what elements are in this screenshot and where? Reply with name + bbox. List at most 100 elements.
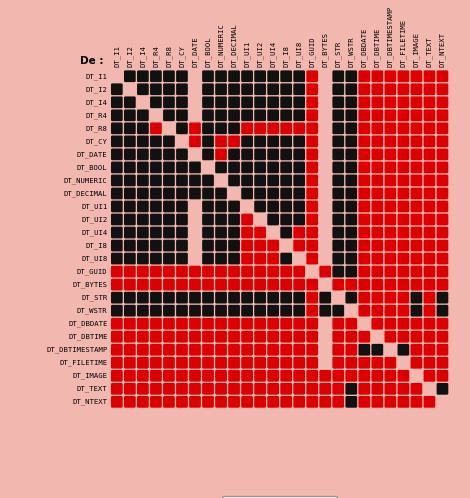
FancyBboxPatch shape <box>398 240 409 251</box>
FancyBboxPatch shape <box>228 175 240 186</box>
FancyBboxPatch shape <box>384 97 396 108</box>
FancyBboxPatch shape <box>150 240 162 251</box>
FancyBboxPatch shape <box>306 292 318 303</box>
FancyBboxPatch shape <box>137 214 149 226</box>
FancyBboxPatch shape <box>384 370 396 381</box>
FancyBboxPatch shape <box>280 292 292 303</box>
FancyBboxPatch shape <box>150 396 162 408</box>
FancyBboxPatch shape <box>176 97 188 108</box>
FancyBboxPatch shape <box>124 123 136 134</box>
FancyBboxPatch shape <box>423 148 435 160</box>
FancyBboxPatch shape <box>254 266 266 277</box>
FancyBboxPatch shape <box>176 240 188 251</box>
FancyBboxPatch shape <box>423 161 435 173</box>
FancyBboxPatch shape <box>437 227 448 239</box>
FancyBboxPatch shape <box>163 148 175 160</box>
FancyBboxPatch shape <box>371 70 383 82</box>
FancyBboxPatch shape <box>384 240 396 251</box>
FancyBboxPatch shape <box>293 97 305 108</box>
FancyBboxPatch shape <box>202 227 214 239</box>
FancyBboxPatch shape <box>423 214 435 226</box>
FancyBboxPatch shape <box>437 331 448 343</box>
FancyBboxPatch shape <box>332 279 344 290</box>
FancyBboxPatch shape <box>215 201 227 212</box>
FancyBboxPatch shape <box>241 279 253 290</box>
FancyBboxPatch shape <box>163 240 175 251</box>
FancyBboxPatch shape <box>241 318 253 330</box>
FancyBboxPatch shape <box>359 97 370 108</box>
FancyBboxPatch shape <box>137 175 149 186</box>
FancyBboxPatch shape <box>398 344 409 356</box>
FancyBboxPatch shape <box>241 240 253 251</box>
FancyBboxPatch shape <box>306 252 318 264</box>
FancyBboxPatch shape <box>411 110 422 121</box>
FancyBboxPatch shape <box>306 135 318 147</box>
FancyBboxPatch shape <box>437 201 448 212</box>
FancyBboxPatch shape <box>398 97 409 108</box>
FancyBboxPatch shape <box>371 279 383 290</box>
FancyBboxPatch shape <box>137 305 149 317</box>
FancyBboxPatch shape <box>267 83 279 95</box>
FancyBboxPatch shape <box>137 292 149 303</box>
FancyBboxPatch shape <box>437 135 448 147</box>
FancyBboxPatch shape <box>384 110 396 121</box>
FancyBboxPatch shape <box>306 188 318 199</box>
FancyBboxPatch shape <box>293 344 305 356</box>
FancyBboxPatch shape <box>345 370 357 381</box>
FancyBboxPatch shape <box>254 110 266 121</box>
FancyBboxPatch shape <box>384 175 396 186</box>
FancyBboxPatch shape <box>345 70 357 82</box>
FancyBboxPatch shape <box>202 110 214 121</box>
FancyBboxPatch shape <box>423 227 435 239</box>
FancyBboxPatch shape <box>371 97 383 108</box>
FancyBboxPatch shape <box>398 70 409 82</box>
FancyBboxPatch shape <box>280 201 292 212</box>
FancyBboxPatch shape <box>124 305 136 317</box>
FancyBboxPatch shape <box>411 357 422 369</box>
FancyBboxPatch shape <box>384 252 396 264</box>
FancyBboxPatch shape <box>398 279 409 290</box>
FancyBboxPatch shape <box>306 97 318 108</box>
FancyBboxPatch shape <box>371 344 383 356</box>
FancyBboxPatch shape <box>437 175 448 186</box>
FancyBboxPatch shape <box>150 201 162 212</box>
FancyBboxPatch shape <box>293 396 305 408</box>
FancyBboxPatch shape <box>359 266 370 277</box>
FancyBboxPatch shape <box>359 110 370 121</box>
FancyBboxPatch shape <box>345 148 357 160</box>
FancyBboxPatch shape <box>411 135 422 147</box>
FancyBboxPatch shape <box>411 227 422 239</box>
FancyBboxPatch shape <box>398 148 409 160</box>
FancyBboxPatch shape <box>332 240 344 251</box>
FancyBboxPatch shape <box>228 370 240 381</box>
FancyBboxPatch shape <box>411 123 422 134</box>
FancyBboxPatch shape <box>384 83 396 95</box>
FancyBboxPatch shape <box>124 292 136 303</box>
FancyBboxPatch shape <box>359 279 370 290</box>
FancyBboxPatch shape <box>423 279 435 290</box>
FancyBboxPatch shape <box>267 123 279 134</box>
FancyBboxPatch shape <box>137 110 149 121</box>
FancyBboxPatch shape <box>371 240 383 251</box>
FancyBboxPatch shape <box>202 252 214 264</box>
FancyBboxPatch shape <box>306 227 318 239</box>
FancyBboxPatch shape <box>228 97 240 108</box>
FancyBboxPatch shape <box>345 396 357 408</box>
FancyBboxPatch shape <box>384 214 396 226</box>
FancyBboxPatch shape <box>189 279 201 290</box>
FancyBboxPatch shape <box>189 305 201 317</box>
FancyBboxPatch shape <box>437 357 448 369</box>
FancyBboxPatch shape <box>359 188 370 199</box>
FancyBboxPatch shape <box>228 135 240 147</box>
FancyBboxPatch shape <box>423 305 435 317</box>
FancyBboxPatch shape <box>332 123 344 134</box>
FancyBboxPatch shape <box>267 266 279 277</box>
FancyBboxPatch shape <box>137 161 149 173</box>
FancyBboxPatch shape <box>398 123 409 134</box>
FancyBboxPatch shape <box>398 305 409 317</box>
FancyBboxPatch shape <box>306 370 318 381</box>
FancyBboxPatch shape <box>124 110 136 121</box>
FancyBboxPatch shape <box>359 148 370 160</box>
FancyBboxPatch shape <box>137 83 149 95</box>
FancyBboxPatch shape <box>202 292 214 303</box>
